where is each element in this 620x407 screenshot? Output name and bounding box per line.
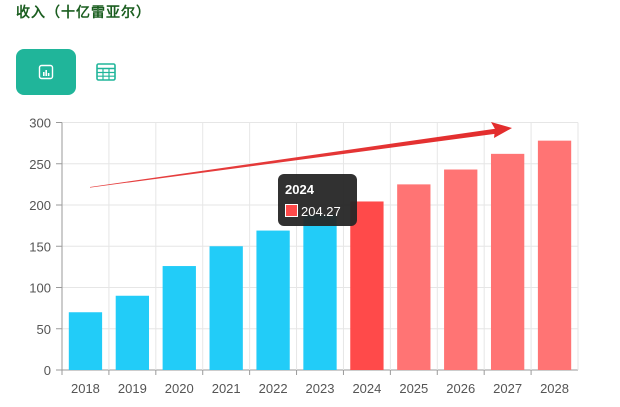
x-tick-label-2019: 2019 [118, 381, 147, 396]
y-tick-label-0: 0 [44, 363, 51, 378]
x-tick-label-2024: 2024 [352, 381, 381, 396]
table-icon [96, 63, 116, 81]
x-axis-ticks: 2018 2019 2020 2021 2022 2023 2024 2025 2026 2027… [61, 370, 569, 396]
y-tick-label-300: 300 [29, 116, 51, 131]
y-tick-label-150: 150 [29, 239, 51, 254]
bar-2018[interactable] [68, 312, 103, 370]
bar-2019[interactable] [115, 295, 150, 370]
trend-arrow [90, 122, 512, 188]
y-tick-label-250: 250 [29, 157, 51, 172]
x-tick-label-2023: 2023 [306, 381, 335, 396]
bar-2028[interactable] [537, 140, 572, 370]
tooltip-swatch [285, 204, 298, 217]
table-view-button[interactable] [76, 49, 136, 95]
chart-title: 收入（十亿雷亚尔） [16, 5, 151, 21]
trend-arrow-head [491, 122, 512, 138]
bar-2022[interactable] [256, 230, 290, 370]
x-tick-label-2028: 2028 [540, 381, 569, 396]
bar-2026[interactable] [444, 169, 478, 370]
x-tick-label-2025: 2025 [399, 381, 428, 396]
x-tick-label-2020: 2020 [165, 381, 194, 396]
bar-2025[interactable] [397, 184, 431, 370]
tooltip-year: 2024 [285, 182, 315, 197]
y-tick-label-200: 200 [29, 198, 51, 213]
bars [68, 140, 572, 370]
x-tick-label-2027: 2027 [493, 381, 522, 396]
bar-chart-icon [38, 64, 54, 80]
y-tick-label-50: 50 [37, 322, 51, 337]
x-tick-label-2021: 2021 [212, 381, 241, 396]
chart-view-button[interactable] [16, 49, 76, 95]
bar-2021[interactable] [209, 246, 243, 370]
x-tick-label-2018: 2018 [71, 381, 100, 396]
bar-2027[interactable] [490, 153, 525, 370]
tooltip: 2024 204.27 [278, 174, 357, 226]
trend-arrow-shaft [90, 128, 498, 188]
bar-2024[interactable] [350, 201, 384, 370]
y-axis-ticks: 0 50 100 150 200 250 300 [29, 116, 62, 378]
bar-2020[interactable] [162, 266, 196, 370]
x-tick-label-2026: 2026 [446, 381, 475, 396]
bar-2023[interactable] [303, 214, 337, 370]
x-tick-label-2022: 2022 [259, 381, 288, 396]
tooltip-value: 204.27 [301, 204, 341, 219]
y-tick-label-100: 100 [29, 281, 51, 296]
